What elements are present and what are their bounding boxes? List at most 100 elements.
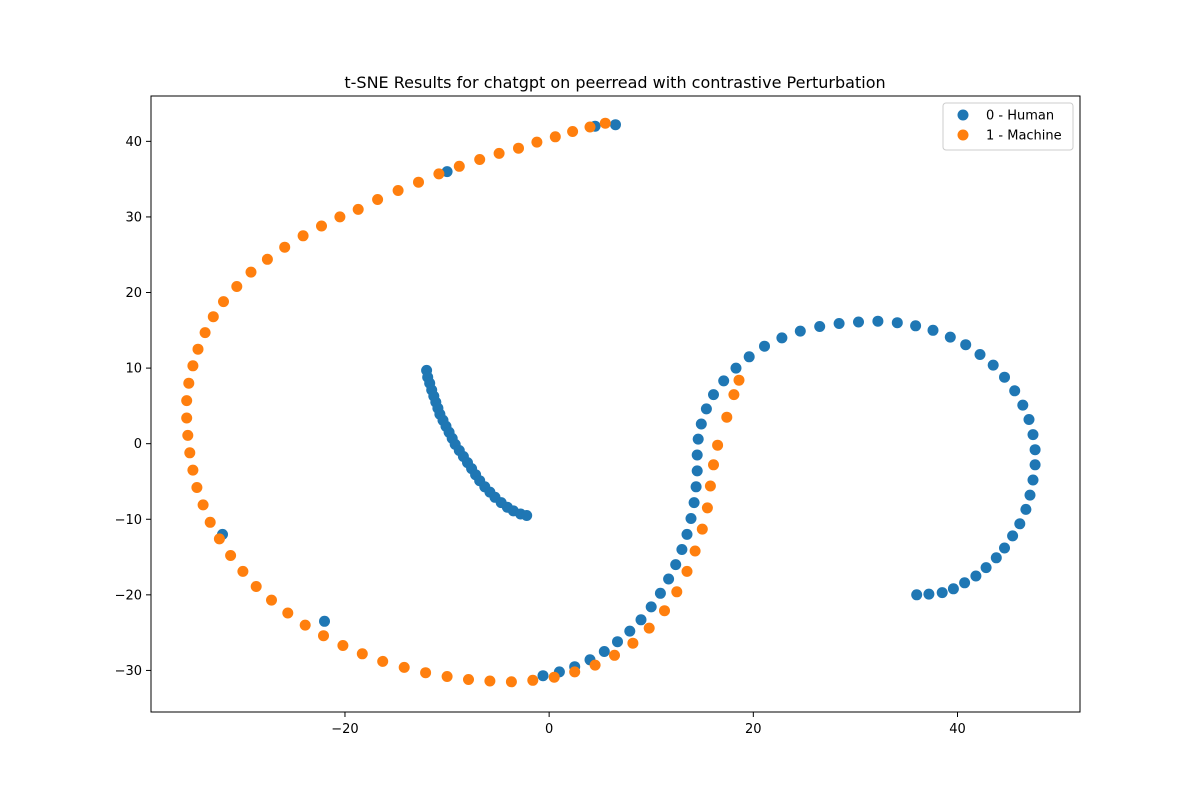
point-human-64 bbox=[718, 375, 730, 387]
legend-label-human: 0 - Human bbox=[986, 109, 1054, 124]
point-human-59 bbox=[794, 325, 806, 337]
point-machine-57 bbox=[627, 637, 639, 649]
point-machine-25 bbox=[187, 360, 199, 372]
legend-marker-machine bbox=[957, 129, 969, 141]
point-human-74 bbox=[681, 528, 693, 540]
point-machine-65 bbox=[704, 480, 716, 492]
point-machine-48 bbox=[441, 671, 453, 682]
point-machine-54 bbox=[569, 666, 581, 678]
point-human-39 bbox=[1024, 489, 1036, 501]
point-machine-52 bbox=[527, 674, 539, 686]
point-machine-64 bbox=[701, 502, 713, 514]
x-tick-label: −20 bbox=[331, 722, 358, 737]
legend-label-machine: 1 - Machine bbox=[986, 129, 1062, 144]
legend: 0 - Human 1 - Machine bbox=[942, 102, 1074, 151]
point-machine-12 bbox=[372, 194, 384, 205]
point-machine-1 bbox=[584, 121, 596, 133]
point-human-50 bbox=[960, 339, 972, 351]
point-human-73 bbox=[685, 513, 697, 524]
point-machine-14 bbox=[334, 211, 346, 223]
point-machine-68 bbox=[721, 411, 733, 423]
point-machine-36 bbox=[225, 550, 237, 561]
point-human-28 bbox=[923, 588, 935, 600]
point-human-34 bbox=[990, 552, 1002, 564]
point-machine-26 bbox=[183, 377, 195, 389]
point-human-27 bbox=[911, 589, 923, 601]
point-machine-44 bbox=[356, 648, 368, 660]
point-machine-32 bbox=[191, 482, 203, 493]
point-human-47 bbox=[999, 371, 1010, 383]
point-machine-7 bbox=[474, 154, 486, 165]
point-machine-5 bbox=[513, 142, 524, 154]
point-human-56 bbox=[853, 316, 864, 328]
legend-marker-human bbox=[957, 109, 969, 121]
point-human-42 bbox=[1029, 444, 1041, 456]
x-tick-label: 40 bbox=[949, 722, 966, 737]
point-machine-40 bbox=[282, 607, 294, 619]
point-machine-45 bbox=[377, 655, 389, 667]
point-machine-49 bbox=[463, 674, 474, 685]
point-human-52 bbox=[927, 324, 939, 336]
point-human-87 bbox=[537, 670, 549, 682]
point-human-36 bbox=[1007, 530, 1019, 542]
point-machine-66 bbox=[708, 459, 719, 471]
point-human-57 bbox=[833, 318, 845, 329]
point-human-92 bbox=[319, 615, 330, 627]
point-human-65 bbox=[708, 389, 719, 401]
point-human-81 bbox=[624, 625, 636, 637]
point-human-30 bbox=[947, 583, 959, 595]
point-machine-33 bbox=[197, 499, 209, 511]
point-human-71 bbox=[690, 481, 702, 493]
point-human-40 bbox=[1027, 474, 1039, 486]
point-machine-60 bbox=[671, 586, 683, 598]
y-tick-label: 30 bbox=[125, 210, 142, 225]
y-tick-label: 10 bbox=[125, 362, 142, 377]
point-human-70 bbox=[691, 465, 703, 477]
point-machine-6 bbox=[493, 147, 505, 159]
point-human-60 bbox=[776, 332, 788, 344]
point-machine-22 bbox=[207, 311, 219, 323]
point-human-26 bbox=[521, 510, 533, 521]
point-human-72 bbox=[688, 497, 700, 509]
point-machine-16 bbox=[297, 230, 309, 242]
point-human-51 bbox=[944, 331, 956, 343]
point-human-38 bbox=[1020, 503, 1032, 515]
point-machine-2 bbox=[567, 126, 579, 137]
point-machine-8 bbox=[453, 160, 465, 172]
point-human-31 bbox=[959, 577, 971, 589]
point-machine-55 bbox=[589, 659, 601, 671]
point-machine-51 bbox=[505, 676, 517, 688]
point-machine-0 bbox=[599, 117, 611, 129]
point-machine-27 bbox=[181, 395, 193, 407]
point-machine-69 bbox=[728, 389, 740, 401]
point-machine-38 bbox=[250, 581, 262, 592]
point-machine-53 bbox=[548, 671, 560, 683]
point-machine-24 bbox=[192, 343, 204, 355]
point-machine-30 bbox=[184, 447, 196, 459]
point-human-75 bbox=[676, 544, 688, 555]
point-machine-46 bbox=[398, 661, 410, 673]
point-machine-4 bbox=[531, 136, 543, 148]
point-machine-35 bbox=[213, 533, 225, 545]
point-human-80 bbox=[635, 614, 647, 626]
point-human-69 bbox=[691, 449, 703, 461]
point-human-83 bbox=[598, 646, 610, 657]
point-machine-43 bbox=[337, 640, 349, 651]
point-machine-37 bbox=[237, 565, 249, 577]
point-machine-39 bbox=[266, 594, 277, 606]
point-machine-42 bbox=[318, 630, 329, 642]
y-tick-label: −10 bbox=[115, 513, 142, 528]
point-machine-3 bbox=[549, 131, 561, 143]
plot-frame bbox=[150, 95, 1081, 713]
point-human-76 bbox=[670, 559, 682, 571]
point-machine-41 bbox=[299, 619, 311, 631]
point-human-55 bbox=[872, 315, 884, 327]
point-human-33 bbox=[980, 562, 992, 574]
point-machine-56 bbox=[609, 649, 620, 661]
point-human-35 bbox=[999, 542, 1010, 554]
y-tick-label: −30 bbox=[115, 664, 142, 679]
point-machine-50 bbox=[484, 675, 496, 687]
point-machine-11 bbox=[392, 185, 404, 196]
point-machine-63 bbox=[696, 523, 708, 535]
